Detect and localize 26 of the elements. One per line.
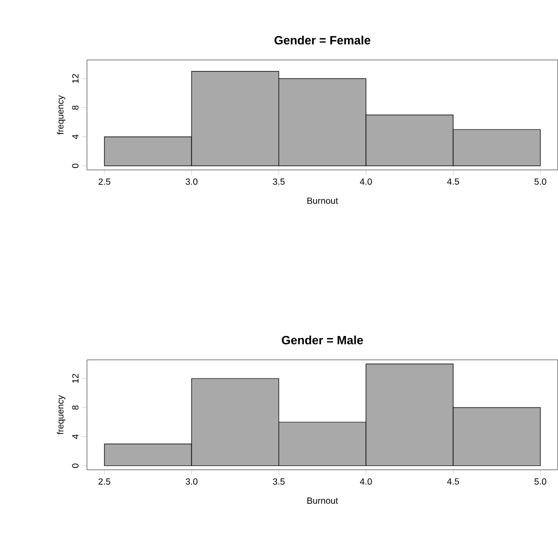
y-axis-title: frequency bbox=[56, 395, 66, 434]
x-tick-label: 4.0 bbox=[360, 478, 372, 485]
x-tick-label: 3.0 bbox=[186, 478, 198, 485]
chart-title: Gender = Male bbox=[282, 336, 363, 344]
x-tick-label: 5.0 bbox=[534, 178, 546, 185]
y-tick-label: 8 bbox=[72, 406, 78, 410]
chart-title: Gender = Female bbox=[274, 36, 370, 45]
y-tick-label: 0 bbox=[72, 464, 78, 468]
x-tick-label: 4.5 bbox=[447, 478, 460, 485]
x-tick-label: 2.5 bbox=[98, 478, 110, 485]
x-tick-label: 3.5 bbox=[272, 178, 285, 185]
y-tick-label: 4 bbox=[72, 434, 78, 440]
y-tick-label: 12 bbox=[72, 74, 78, 83]
y-tick-label: 4 bbox=[72, 134, 78, 140]
x-tick-label: 3.0 bbox=[186, 178, 198, 185]
x-tick-label: 3.5 bbox=[272, 478, 285, 485]
y-tick-label: 12 bbox=[72, 374, 78, 383]
x-tick-label: 5.0 bbox=[534, 478, 546, 485]
y-tick-label: 0 bbox=[72, 164, 78, 168]
x-tick-label: 2.5 bbox=[98, 178, 110, 185]
y-tick-label: 8 bbox=[72, 106, 78, 110]
x-tick-label: 4.0 bbox=[360, 178, 372, 185]
x-axis-title: Burnout bbox=[307, 498, 338, 504]
y-axis-title: frequency bbox=[56, 95, 66, 135]
x-axis-title: Burnout bbox=[307, 198, 338, 204]
x-tick-label: 4.5 bbox=[447, 178, 460, 185]
